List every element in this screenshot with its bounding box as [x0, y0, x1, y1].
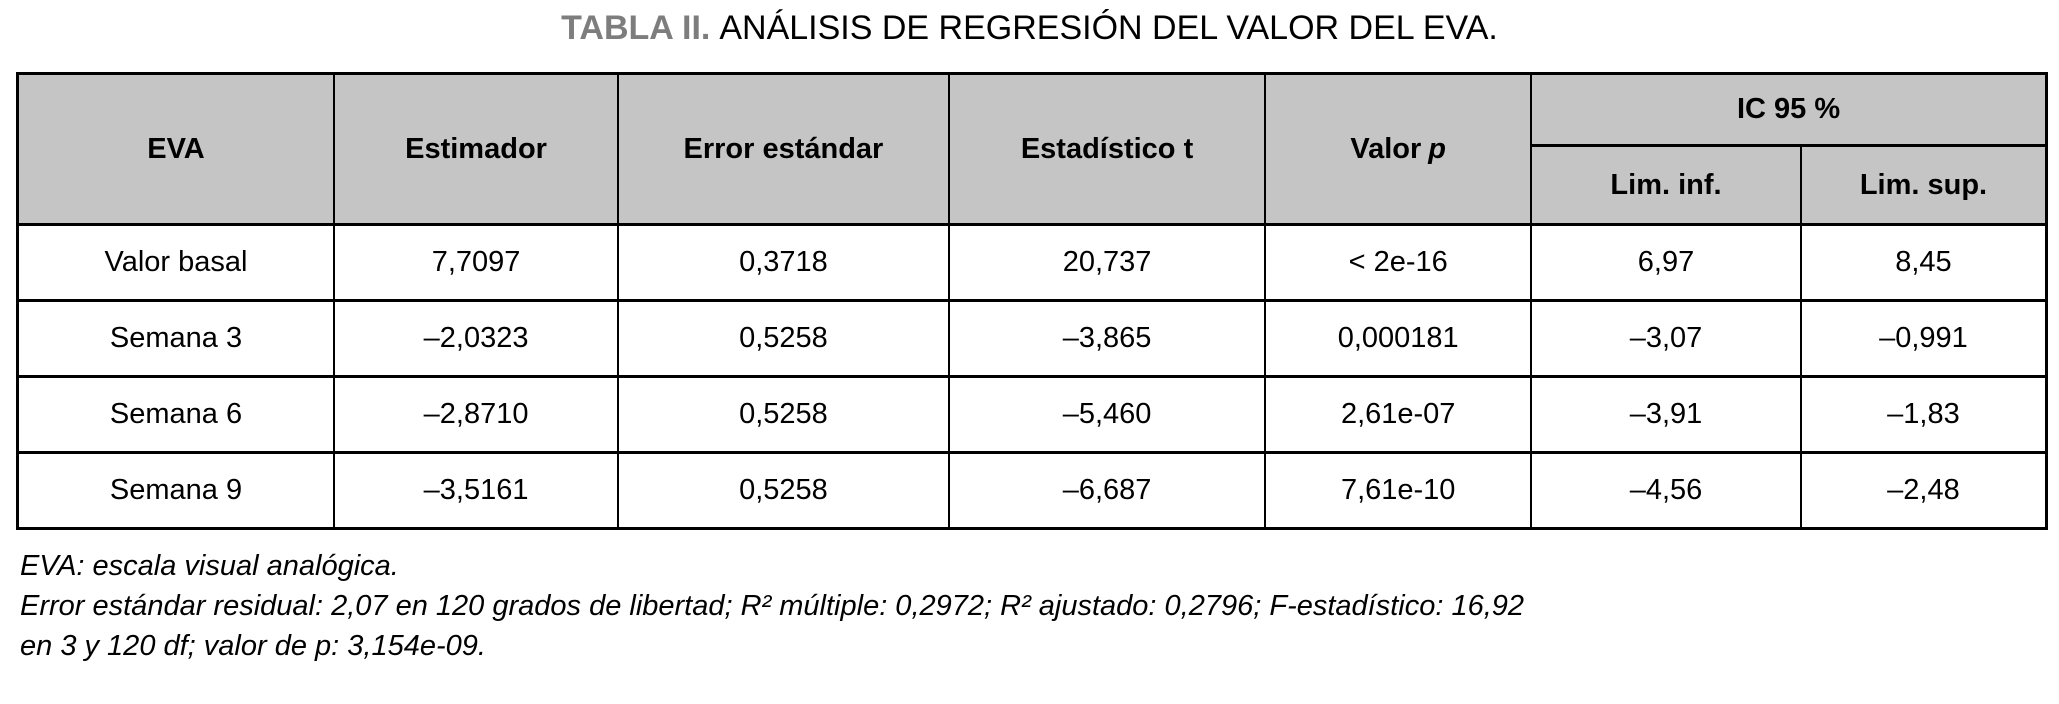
column-header-estadistico-t: Estadístico t — [947, 72, 1267, 226]
cell-row-label: Valor basal — [16, 223, 336, 302]
footnote-abbreviation: EVA: escala visual analógica. — [20, 550, 399, 582]
regression-table: EVA Estimador Error estándar Estadístico… — [16, 72, 2048, 530]
cell-estadistico-t: –5,460 — [947, 375, 1267, 454]
cell-estimador: –2,0323 — [333, 299, 620, 378]
cell-lim-inf: –3,91 — [1530, 375, 1802, 454]
cell-estadistico-t: 20,737 — [947, 223, 1267, 302]
table-caption-text: ANÁLISIS DE REGRESIÓN DEL VALOR DEL EVA. — [719, 9, 1498, 47]
column-header-eva: EVA — [16, 72, 336, 226]
cell-row-label: Semana 9 — [16, 451, 336, 530]
cell-lim-inf: 6,97 — [1530, 223, 1802, 302]
table-row-semana-6: Semana 6 –2,8710 0,5258 –5,460 2,61e-07 … — [16, 375, 2048, 454]
column-header-lim-inf: Lim. inf. — [1530, 144, 1802, 226]
cell-error-estandar: 0,5258 — [617, 375, 950, 454]
table-footnotes: EVA: escala visual analógica. Error está… — [20, 546, 2059, 666]
cell-error-estandar: 0,5258 — [617, 299, 950, 378]
cell-lim-inf: –4,56 — [1530, 451, 1802, 530]
cell-valor-p: 2,61e-07 — [1264, 375, 1533, 454]
cell-lim-sup: –1,83 — [1799, 375, 2048, 454]
cell-lim-sup: –2,48 — [1799, 451, 2048, 530]
cell-valor-p: 7,61e-10 — [1264, 451, 1533, 530]
footnote-statistics-line-2: en 3 y 120 df; valor de p: 3,154e-09. — [20, 630, 486, 662]
cell-lim-inf: –3,07 — [1530, 299, 1802, 378]
cell-row-label: Semana 3 — [16, 299, 336, 378]
cell-lim-sup: 8,45 — [1799, 223, 2048, 302]
cell-estadistico-t: –3,865 — [947, 299, 1267, 378]
table-caption: TABLA II. ANÁLISIS DE REGRESIÓN DEL VALOR… — [0, 8, 2059, 48]
cell-valor-p: < 2e-16 — [1264, 223, 1533, 302]
column-header-error-estandar: Error estándar — [617, 72, 950, 226]
cell-lim-sup: –0,991 — [1799, 299, 2048, 378]
cell-estimador: 7,7097 — [333, 223, 620, 302]
table-row-valor-basal: Valor basal 7,7097 0,3718 20,737 < 2e-16… — [16, 223, 2048, 302]
cell-row-label: Semana 6 — [16, 375, 336, 454]
valor-p-symbol: p — [1428, 132, 1447, 165]
column-header-lim-sup: Lim. sup. — [1799, 144, 2048, 226]
table-row-semana-3: Semana 3 –2,0323 0,5258 –3,865 0,000181 … — [16, 299, 2048, 378]
column-header-ic95-group: IC 95 % — [1530, 72, 2048, 147]
cell-estadistico-t: –6,687 — [947, 451, 1267, 530]
cell-estimador: –3,5161 — [333, 451, 620, 530]
cell-error-estandar: 0,3718 — [617, 223, 950, 302]
column-header-estimador: Estimador — [333, 72, 620, 226]
footnote-statistics-line-1: Error estándar residual: 2,07 en 120 gra… — [20, 590, 1525, 622]
table-caption-number: TABLA II. — [561, 9, 711, 47]
column-header-valor-p: Valor p — [1264, 72, 1533, 226]
cell-error-estandar: 0,5258 — [617, 451, 950, 530]
cell-estimador: –2,8710 — [333, 375, 620, 454]
table-row-semana-9: Semana 9 –3,5161 0,5258 –6,687 7,61e-10 … — [16, 451, 2048, 530]
valor-p-label: Valor — [1350, 132, 1422, 165]
cell-valor-p: 0,000181 — [1264, 299, 1533, 378]
